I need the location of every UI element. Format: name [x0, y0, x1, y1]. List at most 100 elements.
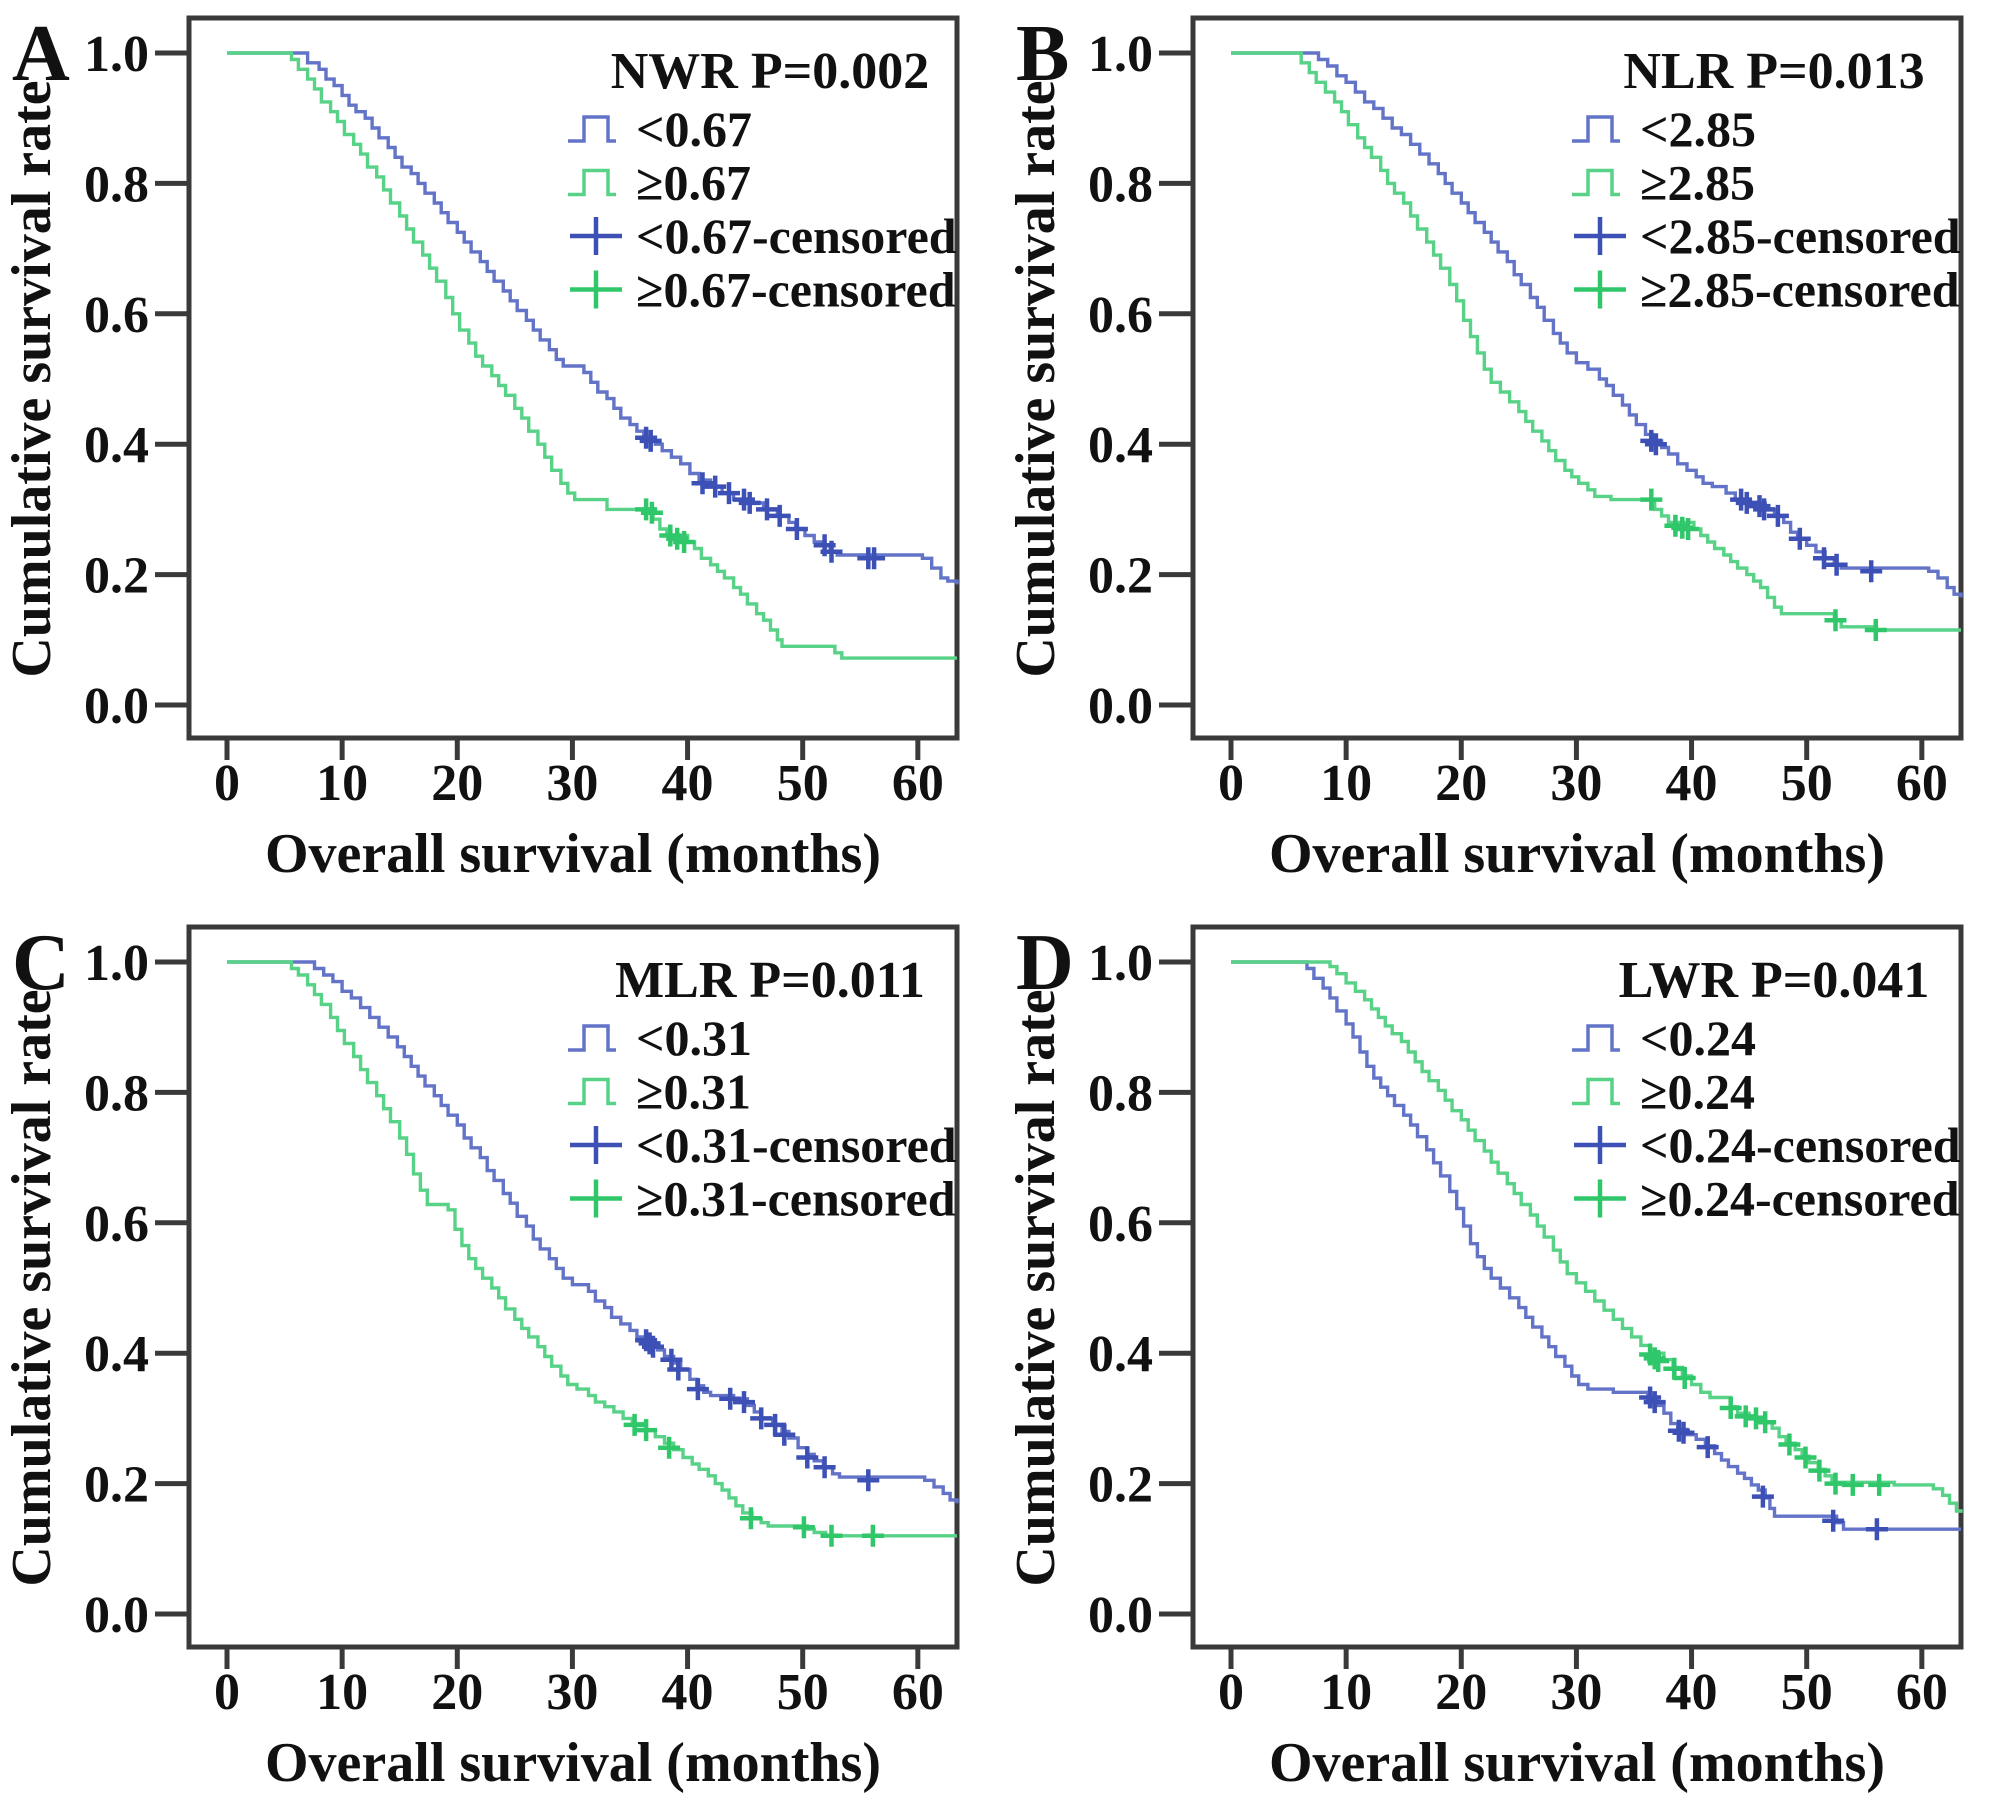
x-tick-label: 40 [662, 1664, 714, 1721]
censor-mark [1778, 1433, 1801, 1456]
x-tick-label: 10 [1320, 1664, 1372, 1721]
x-tick-label: 50 [1781, 755, 1833, 812]
y-tick-label: 1.0 [84, 935, 149, 992]
censor-mark [1754, 1411, 1777, 1434]
censor-mark [756, 498, 778, 521]
legend-step-icon [568, 1077, 616, 1106]
legend-step-icon [568, 115, 616, 143]
x-tick-label: 0 [214, 755, 240, 812]
censor-mark [1735, 491, 1758, 514]
x-tick-label: 10 [1320, 755, 1372, 812]
censor-mark [861, 1524, 884, 1547]
censor-mark [773, 1423, 796, 1446]
y-tick-label: 0.4 [1088, 1326, 1153, 1383]
y-tick-label: 0.0 [84, 1587, 149, 1644]
y-tick-label: 0.2 [84, 1457, 149, 1514]
x-tick-label: 60 [892, 1664, 944, 1721]
censor-mark [639, 429, 662, 452]
censor-mark [667, 1358, 690, 1381]
censor-mark [739, 1507, 762, 1530]
km-panel-d: 1.0 0.8 0.6 0.4 0.2 0.0 0 10 20 30 40 50 60 Overall s… [1004, 909, 2008, 1818]
plot-box [186, 924, 960, 1650]
x-tick-label: 30 [1550, 755, 1602, 812]
panel-letter: B [1016, 10, 1069, 98]
censor-mark [686, 1378, 709, 1401]
censor-mark [738, 491, 761, 514]
x-tick-label: 40 [662, 755, 714, 812]
legend-step-icon [1572, 115, 1620, 143]
x-tick-label: 50 [777, 1664, 829, 1721]
censor-mark [1643, 1391, 1666, 1414]
censor-mark [785, 518, 808, 540]
censor-mark [820, 1524, 843, 1547]
x-tick-label: 10 [316, 1664, 368, 1721]
censor-mark [1864, 619, 1887, 641]
y-tick-label: 0.2 [1088, 548, 1153, 605]
y-axis-title: Cumulative survival rate [1, 80, 63, 677]
survival-curve [1231, 960, 1963, 1513]
legend-title: NWR P=0.002 [611, 43, 930, 100]
x-tick-label: 30 [546, 1664, 598, 1721]
survival-curve [227, 51, 957, 660]
y-tick-label: 0.0 [1088, 1587, 1153, 1644]
x-tick-label: 20 [1435, 1664, 1487, 1721]
y-tick-label: 0.4 [84, 1326, 149, 1383]
censor-mark [623, 1413, 646, 1436]
censor-mark [1719, 1397, 1742, 1419]
legend-step-icon [1572, 1077, 1620, 1106]
x-tick-label: 20 [431, 1664, 483, 1721]
censor-mark [1644, 433, 1667, 456]
y-tick-label: 1.0 [1088, 26, 1153, 83]
y-tick-label: 0.0 [84, 678, 149, 735]
x-tick-label: 50 [777, 755, 829, 812]
survival-curve [1231, 51, 1961, 632]
y-axis-title: Cumulative survival rate [1, 989, 63, 1586]
censor-mark [796, 1446, 819, 1469]
x-tick-label: 30 [1550, 1664, 1602, 1721]
censor-mark [813, 1456, 836, 1479]
censor-mark [1865, 1518, 1888, 1541]
legend-item-label: ≥2.85 [1640, 155, 1755, 211]
censor-mark [792, 1516, 815, 1539]
y-tick-label: 0.6 [84, 287, 149, 344]
censor-mark [719, 1387, 742, 1410]
censor-mark [1672, 1421, 1695, 1444]
censor-mark [1647, 1350, 1670, 1372]
x-tick-label: 40 [1666, 1664, 1718, 1721]
censor-mark [1825, 553, 1848, 576]
censor-mark [691, 472, 714, 495]
censor-mark [640, 501, 663, 524]
x-tick-label: 60 [892, 755, 944, 812]
legend-item-label: ≥0.31-censored [636, 1171, 956, 1227]
censor-mark [704, 475, 727, 498]
y-tick-label: 0.4 [84, 417, 149, 474]
plot-box [186, 15, 960, 741]
censor-mark [1639, 1386, 1662, 1409]
censor-mark [733, 1391, 755, 1414]
y-tick-label: 0.8 [84, 1065, 149, 1122]
censor-mark [857, 1469, 880, 1492]
censor-mark [1748, 495, 1771, 518]
legend-item-label: <0.31-censored [636, 1117, 957, 1173]
censor-mark [820, 540, 843, 563]
x-axis-title: Overall survival (months) [1269, 1732, 1885, 1794]
x-tick-label: 0 [214, 1664, 240, 1721]
survival-curve [227, 51, 959, 585]
y-axis-title: Cumulative survival rate [1005, 989, 1067, 1586]
y-tick-label: 0.8 [84, 156, 149, 213]
censor-mark [1640, 429, 1663, 452]
legend-step-icon [568, 168, 616, 197]
x-tick-label: 60 [1896, 755, 1948, 812]
y-tick-label: 0.8 [1088, 1065, 1153, 1122]
legend-item-label: <0.67 [636, 101, 752, 157]
survival-curve [1231, 51, 1963, 598]
x-tick-label: 60 [1896, 1664, 1948, 1721]
censor-mark [1822, 1509, 1845, 1532]
x-tick-label: 0 [1218, 755, 1244, 812]
legend-title: LWR P=0.041 [1619, 952, 1930, 1009]
censor-mark [658, 1436, 681, 1459]
km-panel-c: 1.0 0.8 0.6 0.4 0.2 0.0 0 10 20 30 40 50 60 Overall s… [0, 909, 1004, 1818]
